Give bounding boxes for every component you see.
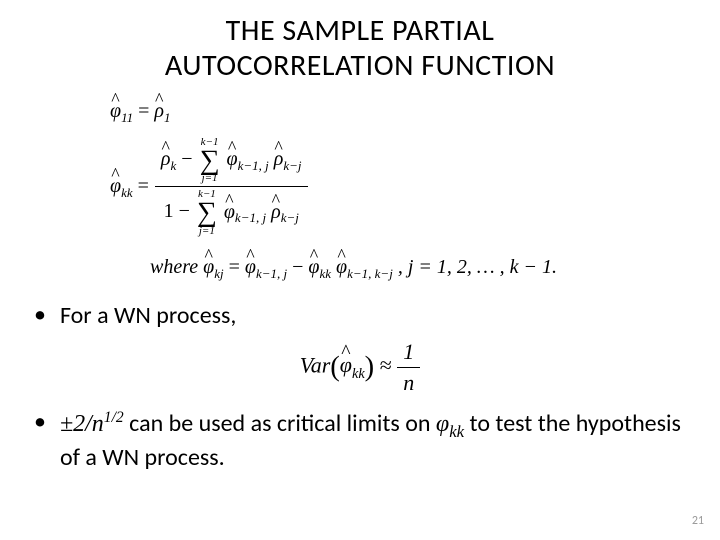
j-list: , j = 1, 2, … , k − 1. [398, 256, 557, 278]
rho-kmj-hat: ρ [274, 145, 284, 173]
bullet-2: • ±2/n1/2 can be used as critical limits… [30, 408, 690, 473]
where-word: where [150, 256, 203, 278]
lparen-icon: ( [330, 351, 340, 382]
rhok-sub: k [171, 158, 177, 173]
phi-km1kmj-hat: φ [336, 253, 347, 281]
var-fraction: 1 n [397, 337, 420, 398]
title-line-2: AUTOCORRELATION FUNCTION [165, 47, 555, 84]
sigma-icon-2: ∑ [197, 200, 217, 225]
phikk-fraction: ρk − k−1 ∑ j=1 φk−1, j ρk−j 1 − k−1 [155, 135, 308, 238]
phi11-hat: φ [110, 97, 121, 125]
page-number: 21 [692, 514, 704, 528]
slide-container: THE SAMPLE PARTIAL AUTOCORRELATION FUNCT… [0, 0, 720, 540]
phi-km1j-hat-3: φ [245, 253, 256, 281]
bullet-dot-1: • [34, 301, 46, 330]
mid-text: can be used as critical limits on [124, 409, 436, 438]
sum-den-bot: j=1 [197, 226, 217, 237]
minus-2: − [179, 201, 195, 223]
sum-num: k−1 ∑ j=1 [200, 137, 220, 184]
rparen-icon: ) [365, 351, 375, 382]
eq-sign-1: = [138, 100, 154, 122]
rho-kmj-sub-2: k−j [281, 211, 299, 226]
minus-3: − [292, 256, 308, 278]
phi-km1j-hat: φ [227, 145, 238, 173]
slide-title: THE SAMPLE PARTIAL AUTOCORRELATION FUNCT… [30, 14, 690, 83]
sum-den: k−1 ∑ j=1 [197, 189, 217, 236]
pm-term: ±2/n [60, 411, 104, 437]
eq-phi11: φ11 = ρ1 [110, 97, 690, 127]
one-den: 1 [164, 201, 174, 223]
var-num: 1 [397, 337, 420, 368]
phi-kj-sub: kj [214, 266, 223, 281]
title-line-1: THE SAMPLE PARTIAL [226, 12, 495, 49]
eq-sign-3: = [229, 256, 245, 278]
half-sup: 1/2 [104, 409, 124, 426]
eq-sign-2: = [138, 175, 149, 197]
phi-km1j-hat-2: φ [224, 198, 235, 226]
phi-kj-hat: φ [203, 253, 214, 281]
approx-sign: ≈ [380, 352, 392, 377]
var-phi-sub: kk [352, 366, 365, 382]
var-word: Var [300, 352, 331, 377]
sum-num-bot: j=1 [200, 173, 220, 184]
phi-kk-inline-sub: kk [449, 422, 464, 441]
phikk-sub-2: kk [319, 266, 331, 281]
rhok-hat: ρ [161, 145, 171, 173]
phi-km1j-sub: k−1, j [238, 158, 269, 173]
bullet-2-text: ±2/n1/2 can be used as critical limits o… [60, 408, 690, 473]
rho1-sub: 1 [164, 110, 171, 125]
bullet-1: • For a WN process, [30, 301, 690, 331]
phikk-hat: φ [110, 172, 121, 200]
bullet-dot-2: • [34, 408, 46, 437]
var-den: n [397, 368, 420, 398]
phi-km1j-sub-3: k−1, j [256, 266, 287, 281]
eq-phikk: φkk = ρk − k−1 ∑ j=1 φk−1, j ρk−j 1 [110, 135, 690, 238]
phi-kk-inline: φ [436, 411, 449, 437]
phikk-sub: kk [121, 185, 133, 200]
minus-1: − [181, 148, 197, 170]
phi11-sub: 11 [121, 110, 133, 125]
eq-where: where φkj = φk−1, j − φkk φk−1, k−j , j … [150, 253, 690, 283]
rho-kmj-sub: k−j [283, 158, 301, 173]
phi-km1j-sub-2: k−1, j [235, 211, 266, 226]
phikk-hat-2: φ [308, 253, 319, 281]
phikk-denominator: 1 − k−1 ∑ j=1 φk−1, j ρk−j [155, 187, 308, 238]
phikk-numerator: ρk − k−1 ∑ j=1 φk−1, j ρk−j [155, 135, 308, 187]
bullet-1-text: For a WN process, [60, 301, 690, 331]
variance-equation: Var(φkk) ≈ 1 n [30, 337, 690, 398]
rho1-hat: ρ [154, 97, 164, 125]
phi-km1kmj-sub: k−1, k−j [347, 266, 393, 281]
math-equations: φ11 = ρ1 φkk = ρk − k−1 ∑ j=1 φk−1, j [110, 97, 690, 283]
rho-kmj-hat-2: ρ [271, 198, 281, 226]
var-phi-hat: φ [340, 352, 352, 378]
sigma-icon: ∑ [200, 148, 220, 173]
